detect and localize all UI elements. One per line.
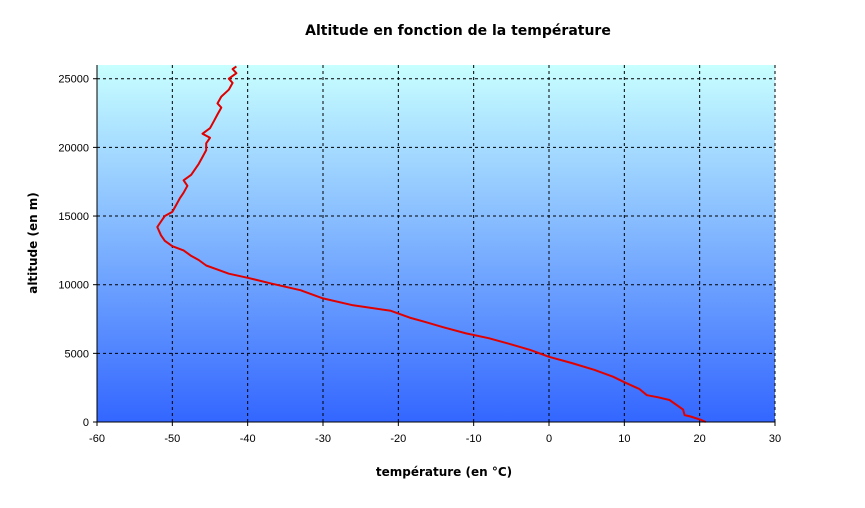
x-tick-label: 20: [694, 433, 706, 445]
y-tick-label: 5000: [65, 348, 89, 360]
y-tick-label: 20000: [58, 142, 89, 154]
y-axis-title: altitude (en m): [26, 192, 40, 294]
x-tick-label: -60: [89, 433, 105, 445]
x-tick-label: -10: [466, 433, 482, 445]
chart-title: Altitude en fonction de la température: [305, 23, 611, 39]
x-tick-label: -20: [390, 433, 406, 445]
x-tick-labels: -60 -50 -40 -30 -20 -10 0 10 20 30: [89, 422, 781, 445]
series-line-temperature-profile: [156, 65, 707, 423]
y-tick-label: 0: [83, 417, 89, 429]
x-tick-label: 10: [618, 433, 630, 445]
y-tick-labels: 0 5000 10000 15000 20000 25000: [58, 74, 97, 429]
y-tick-label: 10000: [58, 280, 89, 292]
x-tick-label: -30: [315, 433, 331, 445]
x-axis-title: température (en °C): [376, 465, 512, 479]
x-tick-label: -40: [240, 433, 256, 445]
plot-area: [97, 65, 775, 422]
y-tick-label: 25000: [58, 74, 89, 86]
x-tick-label: -50: [164, 433, 180, 445]
y-tick-label: 15000: [58, 211, 89, 223]
grid-lines: [97, 65, 776, 422]
x-tick-label: 0: [546, 433, 552, 445]
x-tick-label: 30: [769, 433, 781, 445]
